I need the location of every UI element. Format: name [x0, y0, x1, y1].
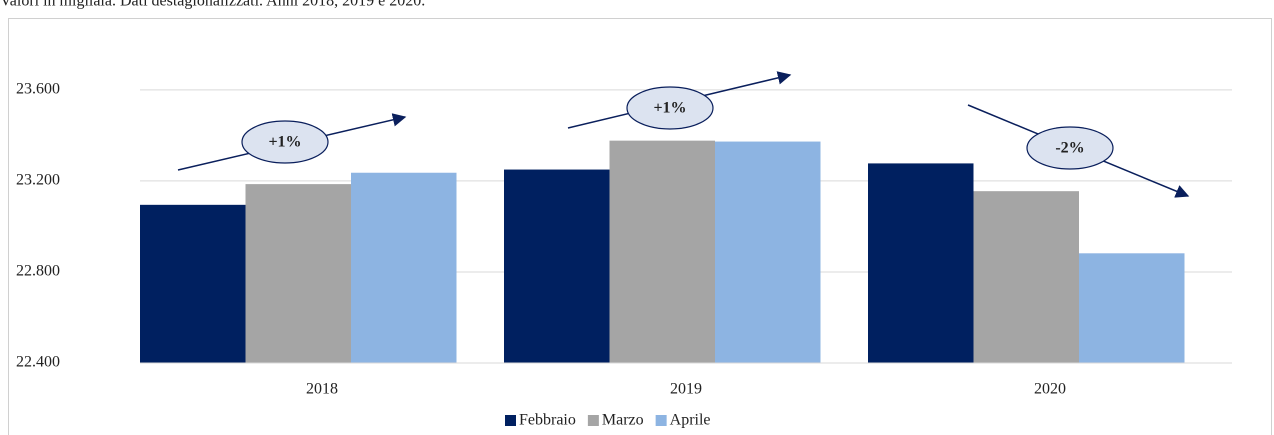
bar [609, 140, 715, 363]
x-tick-label: 2018 [306, 381, 338, 398]
bar [504, 169, 610, 363]
bar [1079, 253, 1185, 363]
annotation-bubble [241, 120, 329, 164]
annotation-label: -2% [1055, 140, 1084, 157]
bar [245, 184, 351, 363]
subtitle: Valori in migliaia. Dati destagionalizza… [0, 0, 425, 10]
bar [140, 204, 246, 363]
legend-label: Aprile [670, 412, 711, 429]
legend-swatch [587, 415, 599, 426]
annotation-bubble [626, 86, 714, 130]
legend-swatch [505, 415, 516, 426]
annotation-bubble [1026, 126, 1114, 170]
y-tick-label: 22.400 [16, 354, 60, 371]
x-tick-label: 2019 [670, 381, 702, 398]
legend-label: Febbraio [519, 412, 576, 429]
bar [973, 191, 1079, 363]
annotation-label: +1% [268, 134, 301, 151]
y-tick-label: 23.200 [16, 172, 60, 189]
bar [351, 172, 457, 363]
bar [715, 141, 821, 363]
x-tick-label: 2020 [1034, 381, 1066, 398]
y-tick-label: 23.600 [16, 81, 60, 98]
chart-border [8, 18, 1272, 435]
bar [868, 163, 974, 363]
y-tick-label: 22.800 [16, 263, 60, 280]
annotation-label: +1% [653, 100, 686, 117]
legend-swatch [655, 415, 667, 426]
legend-label: Marzo [602, 412, 644, 429]
